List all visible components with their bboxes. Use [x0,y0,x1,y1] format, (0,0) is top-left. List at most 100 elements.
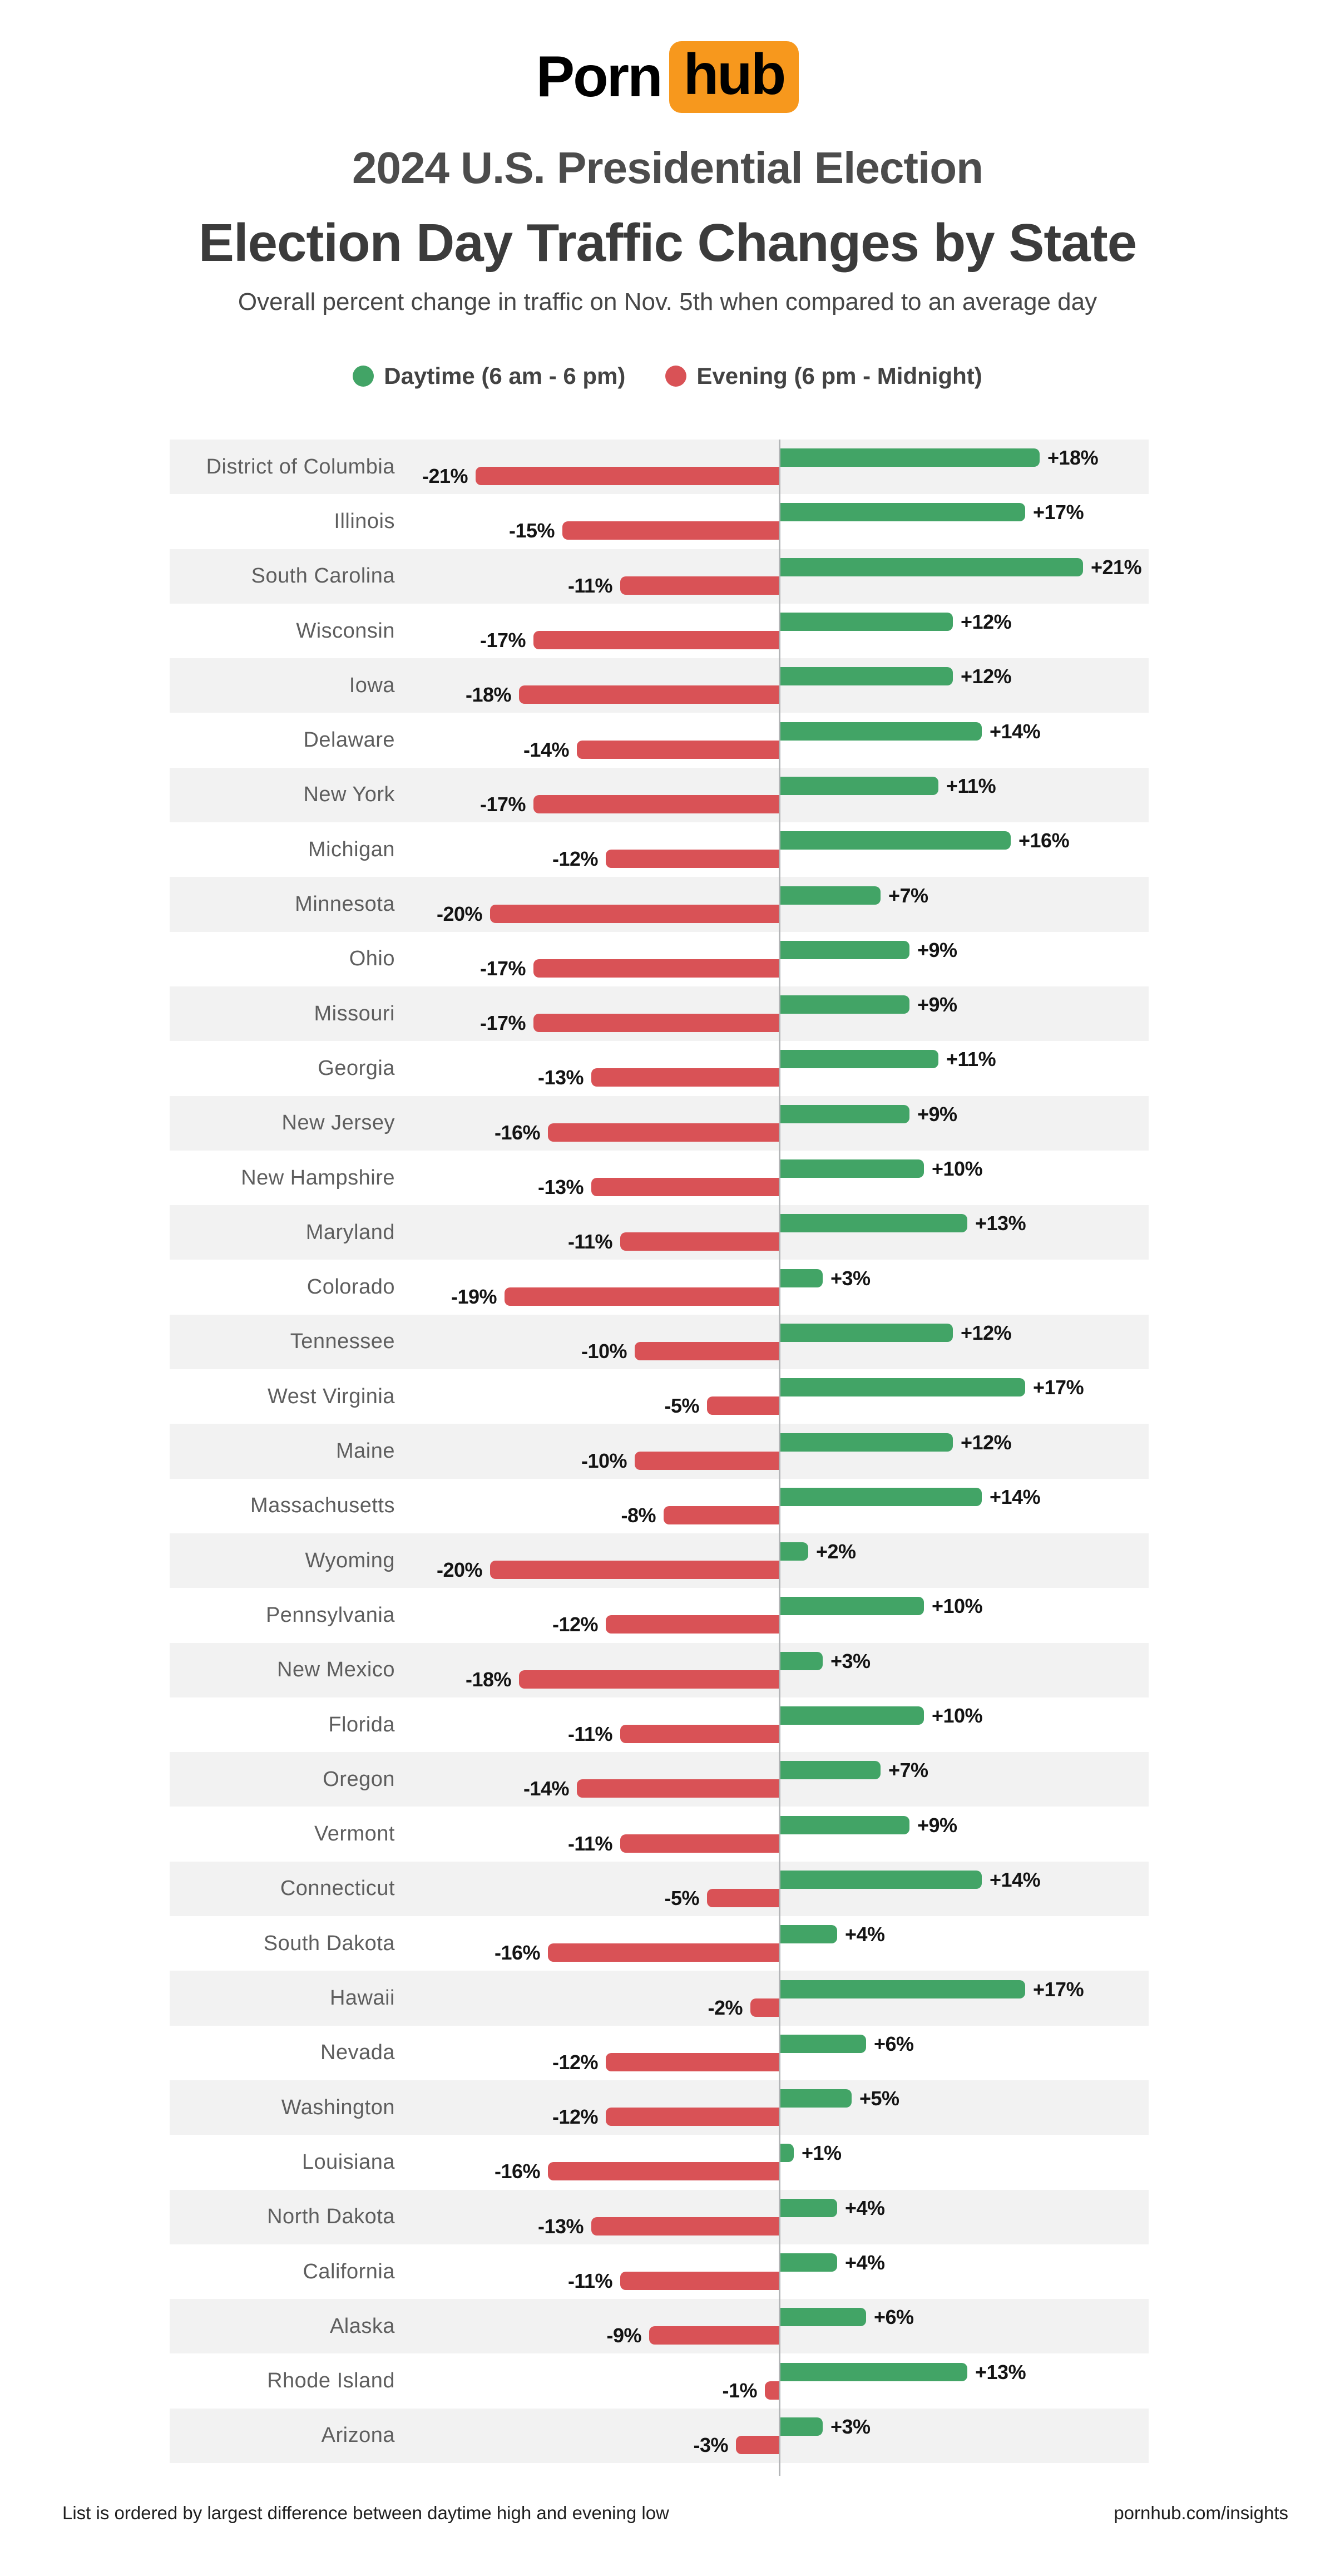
state-row: Missouri +9% -17% [170,986,1149,1042]
state-row: Massachusetts +14% -8% [170,1479,1149,1533]
daytime-value-label: +10% [932,1157,983,1181]
evening-value-label: -12% [552,1613,599,1636]
state-row: Arizona +3% -3% [170,2408,1149,2464]
state-row: North Dakota +4% -13% [170,2189,1149,2244]
daytime-value-label: +14% [990,719,1041,743]
evening-bar [707,1888,779,1907]
evening-legend-label: Evening (6 pm - Midnight) [696,363,982,389]
daytime-bar [779,1542,808,1561]
state-label: Ohio [349,947,395,971]
state-label: Arizona [321,2424,395,2447]
daytime-value-label: +21% [1091,555,1142,579]
evening-value-label: -10% [581,1449,627,1472]
daytime-value-label: +10% [932,1704,983,1728]
evening-bar [620,576,779,595]
state-row: Florida +10% -11% [170,1697,1149,1752]
evening-value-label: -12% [552,2050,599,2074]
state-label: New Jersey [281,1111,395,1135]
daytime-bar [779,1378,1025,1397]
evening-bar [620,1834,779,1853]
state-label: Louisiana [301,2150,395,2174]
evening-value-label: -13% [537,1176,584,1199]
evening-bar [765,2381,779,2400]
daytime-value-label: +12% [961,610,1012,634]
state-row: California +4% -11% [170,2244,1149,2299]
footer-source-url: pornhub.com/insights [1114,2503,1288,2523]
state-label: Tennessee [290,1330,395,1354]
page-subtitle: Overall percent change in traffic on Nov… [238,288,1097,315]
state-row: New York +11% -17% [170,767,1149,823]
daytime-bar [779,2253,837,2272]
daytime-value-label: +7% [888,1759,928,1782]
evening-value-label: -17% [479,1011,526,1035]
daytime-value-label: +6% [874,2032,914,2055]
state-label: Wisconsin [296,619,395,643]
logo-text-hub: hub [669,41,799,113]
evening-bar [519,685,779,704]
daytime-bar [779,2089,852,2108]
state-label: New Mexico [277,1658,395,1682]
state-row: Colorado +3% -19% [170,1260,1149,1315]
daytime-bar [779,2308,866,2327]
daytime-bar [779,1159,924,1178]
evening-bar [591,2217,779,2236]
state-row: Maine +12% -10% [170,1424,1149,1479]
zero-axis-line [778,440,780,2476]
evening-value-label: -18% [465,1667,512,1691]
evening-bar [548,1123,779,1142]
state-row: Pennsylvania +10% -12% [170,1588,1149,1642]
evening-value-label: -17% [479,792,526,816]
evening-value-label: -13% [537,1066,584,1089]
state-row: South Dakota +4% -16% [170,1916,1149,1971]
daytime-value-label: +4% [845,2251,885,2274]
daytime-bar [779,940,909,959]
daytime-bar [779,448,1040,467]
daytime-bar [779,667,953,686]
state-row: Minnesota +7% -20% [170,877,1149,932]
daytime-bar [779,995,909,1014]
state-label: District of Columbia [206,455,395,478]
state-label: Florida [328,1713,395,1736]
state-row: Connecticut +14% -5% [170,1861,1149,1917]
evening-value-label: -14% [523,1777,570,1800]
evening-value-label: -17% [479,629,526,652]
legend-item-daytime: Daytime (6 am - 6 pm) [353,363,625,389]
state-row: New Hampshire +10% -13% [170,1151,1149,1205]
evening-bar [635,1451,779,1470]
state-row: Illinois +17% -15% [170,494,1149,549]
evening-value-label: -17% [479,956,526,980]
evening-value-label: -11% [567,1723,613,1746]
state-label: Wyoming [305,1548,395,1572]
state-label: Colorado [306,1275,395,1299]
evening-bar [548,2162,779,2181]
state-row: New Jersey +9% -16% [170,1095,1149,1151]
state-row: Georgia +11% -13% [170,1041,1149,1095]
evening-legend-dot-icon [665,366,687,387]
daytime-value-label: +14% [990,1485,1041,1508]
daytime-bar [779,1214,967,1233]
evening-bar [519,1670,779,1689]
evening-value-label: -8% [621,1503,656,1527]
daytime-value-label: +9% [917,1813,957,1837]
evening-value-label: -9% [606,2324,641,2347]
state-label: Washington [281,2095,395,2119]
daytime-bar [779,1980,1025,1998]
state-row: Louisiana +1% -16% [170,2135,1149,2189]
evening-bar [533,959,779,978]
evening-bar [577,1779,779,1798]
pornhub-logo: Porn hub [0,41,1335,113]
daytime-bar [779,1870,982,1889]
state-label: Maryland [305,1220,395,1244]
daytime-bar [779,1815,909,1834]
evening-bar [533,631,779,650]
daytime-value-label: +2% [816,1540,856,1563]
evening-bar [591,1178,779,1197]
evening-value-label: -20% [436,1558,483,1582]
evening-bar [750,1998,779,2017]
evening-value-label: -15% [508,519,555,542]
state-label: Connecticut [280,1877,395,1901]
evening-value-label: -16% [494,2160,541,2183]
daytime-legend-label: Daytime (6 am - 6 pm) [384,363,626,389]
state-label: Iowa [349,673,395,697]
evening-value-label: -3% [693,2433,728,2456]
